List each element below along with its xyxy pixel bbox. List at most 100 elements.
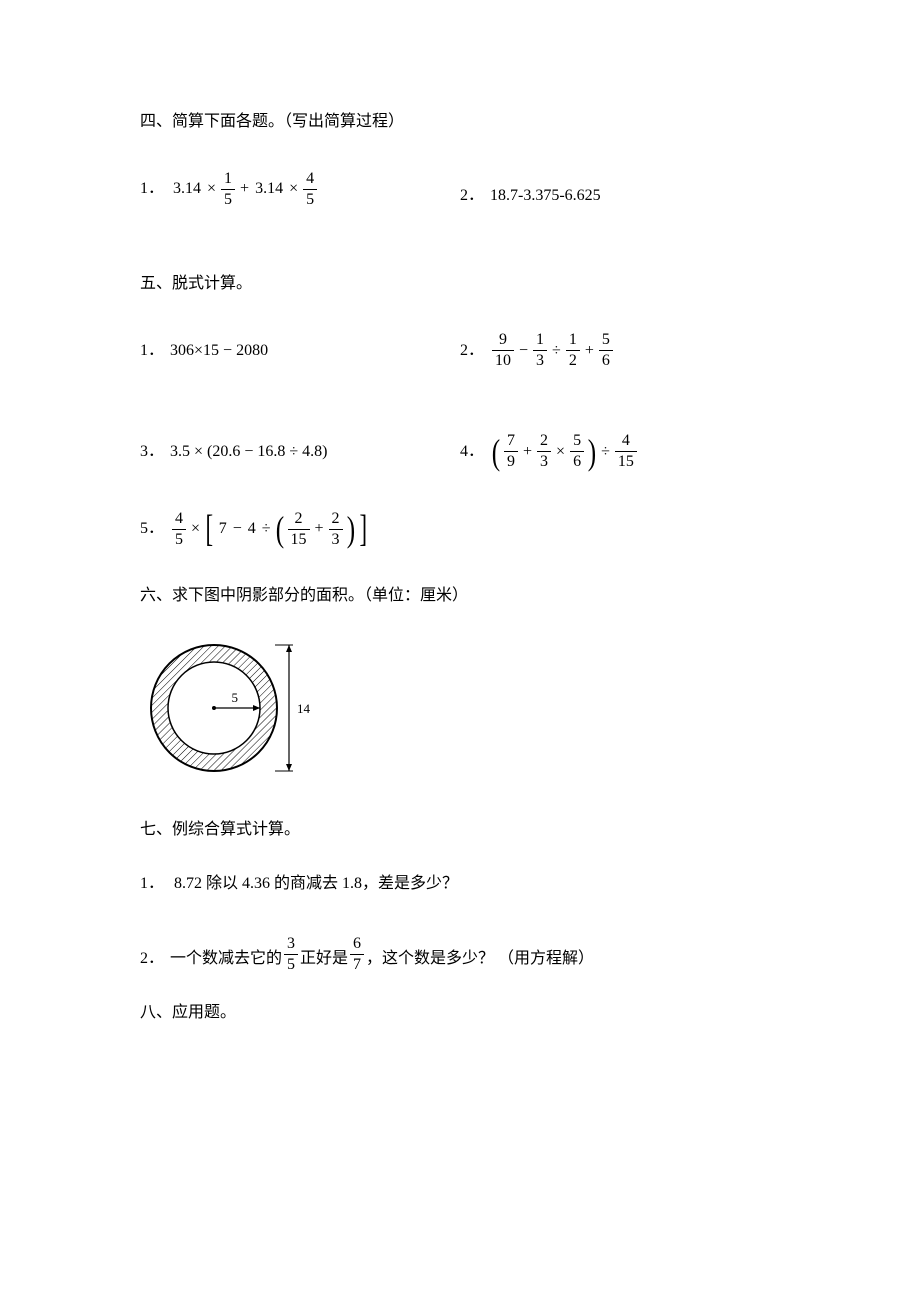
- question-text-part: 正好是: [300, 947, 348, 973]
- right-bracket: ]: [359, 510, 367, 548]
- annulus-figure: 5 14: [140, 632, 790, 790]
- q-number: 1．: [140, 177, 164, 201]
- math-token: 3.14: [170, 177, 204, 201]
- numerator: 3: [284, 936, 298, 954]
- denominator: 3: [533, 350, 547, 369]
- svg-text:14: 14: [297, 701, 311, 716]
- math-token: ×: [188, 517, 203, 541]
- s5-q1: 1． 306×15 − 2080: [140, 339, 460, 363]
- numerator: 2: [329, 511, 343, 529]
- section-6-title: 六、求下图中阴影部分的面积。（单位：厘米）: [140, 584, 790, 608]
- left-bracket: [: [206, 510, 214, 548]
- svg-text:5: 5: [231, 690, 238, 705]
- worksheet-page: 四、简算下面各题。（写出简算过程） 1． 3.14×15+3.14×45 2． …: [0, 0, 920, 1302]
- s4-q1: 1． 3.14×15+3.14×45: [140, 171, 460, 208]
- right-paren: ): [588, 434, 596, 470]
- math-expression: (79+23×56)÷415: [490, 433, 639, 470]
- numerator: 2: [292, 511, 306, 529]
- denominator: 5: [221, 189, 235, 208]
- math-token: +: [520, 440, 535, 464]
- fraction: 56: [599, 332, 613, 369]
- denominator: 5: [284, 954, 298, 973]
- math-token: 4: [245, 517, 259, 541]
- fraction: 79: [504, 433, 518, 470]
- math-token: ÷: [549, 339, 564, 363]
- section-5-title: 五、脱式计算。: [140, 272, 790, 296]
- q-number: 1．: [140, 339, 164, 363]
- math-token: ×: [204, 177, 219, 201]
- question-text: 8.72 除以 4.36 的商减去 1.8，差是多少？: [174, 875, 458, 892]
- s5-q3: 3． 3.5 × (20.6 − 16.8 ÷ 4.8): [140, 440, 460, 464]
- numerator: 5: [599, 332, 613, 350]
- denominator: 5: [303, 189, 317, 208]
- math-token: +: [237, 177, 252, 201]
- q-number: 1．: [140, 875, 164, 892]
- denominator: 9: [504, 451, 518, 470]
- annulus-svg: 5 14: [140, 632, 320, 782]
- question-text-part: 一个数减去它的: [170, 947, 282, 973]
- numerator: 1: [221, 171, 235, 189]
- numerator: 1: [533, 332, 547, 350]
- numerator: 4: [303, 171, 317, 189]
- denominator: 15: [288, 529, 310, 548]
- numerator: 6: [350, 936, 364, 954]
- fraction: 45: [303, 171, 317, 208]
- s5-q4: 4． (79+23×56)÷415: [460, 433, 790, 470]
- q-number: 3．: [140, 440, 164, 464]
- math-text: 306×15 − 2080: [170, 339, 268, 363]
- fraction: 45: [172, 511, 186, 548]
- math-token: 3.14: [252, 177, 286, 201]
- numerator: 5: [570, 433, 584, 451]
- section-7-title: 七、例综合算式计算。: [140, 818, 790, 842]
- denominator: 3: [329, 529, 343, 548]
- numerator: 2: [537, 433, 551, 451]
- section-4-row: 1． 3.14×15+3.14×45 2． 18.7-3.375-6.625: [140, 170, 790, 208]
- q-number: 2．: [460, 184, 484, 208]
- q-number: 4．: [460, 440, 484, 464]
- denominator: 15: [615, 451, 637, 470]
- math-token: −: [516, 339, 531, 363]
- left-paren: (: [275, 511, 283, 547]
- fraction: 23: [537, 433, 551, 470]
- fraction: 215: [288, 511, 310, 548]
- denominator: 6: [599, 350, 613, 369]
- q-number: 2．: [140, 947, 164, 973]
- fraction: 3 5: [284, 936, 298, 973]
- s5-row1: 1． 306×15 − 2080 2． 910−13÷12+56: [140, 332, 790, 369]
- section-4-title: 四、简算下面各题。（写出简算过程）: [140, 110, 790, 134]
- math-token: 7: [216, 517, 230, 541]
- s5-q5: 5． 45×[7−4÷(215+23)]: [140, 510, 369, 548]
- math-token: ×: [553, 440, 568, 464]
- numerator: 7: [504, 433, 518, 451]
- math-expression: 910−13÷12+56: [490, 332, 615, 369]
- denominator: 6: [570, 451, 584, 470]
- math-text: 18.7-3.375-6.625: [490, 184, 601, 208]
- math-token: −: [230, 517, 245, 541]
- q-number: 5．: [140, 517, 164, 541]
- s7-q2: 2． 一个数减去它的 3 5 正好是 6 7 ，这个数是多少？ （用方程解）: [140, 936, 594, 973]
- fraction: 56: [570, 433, 584, 470]
- numerator: 1: [566, 332, 580, 350]
- q-number: 2．: [460, 339, 484, 363]
- s4-q2: 2． 18.7-3.375-6.625: [460, 170, 790, 208]
- s5-row3: 5． 45×[7−4÷(215+23)]: [140, 510, 790, 548]
- denominator: 10: [492, 350, 514, 369]
- denominator: 3: [537, 451, 551, 470]
- denominator: 2: [566, 350, 580, 369]
- numerator: 4: [172, 511, 186, 529]
- math-text: 3.5 × (20.6 − 16.8 ÷ 4.8): [170, 440, 327, 464]
- right-paren: ): [346, 511, 354, 547]
- fraction: 415: [615, 433, 637, 470]
- math-token: ÷: [598, 440, 613, 464]
- fraction: 12: [566, 332, 580, 369]
- fraction: 23: [329, 511, 343, 548]
- fraction: 6 7: [350, 936, 364, 973]
- numerator: 9: [496, 332, 510, 350]
- math-token: ×: [286, 177, 301, 201]
- s5-q2: 2． 910−13÷12+56: [460, 332, 790, 369]
- section-8-title: 八、应用题。: [140, 1001, 790, 1025]
- fraction: 15: [221, 171, 235, 208]
- question-text-part: ，这个数是多少？ （用方程解）: [366, 947, 594, 973]
- math-expression: 45×[7−4÷(215+23)]: [170, 510, 369, 548]
- math-token: ÷: [259, 517, 274, 541]
